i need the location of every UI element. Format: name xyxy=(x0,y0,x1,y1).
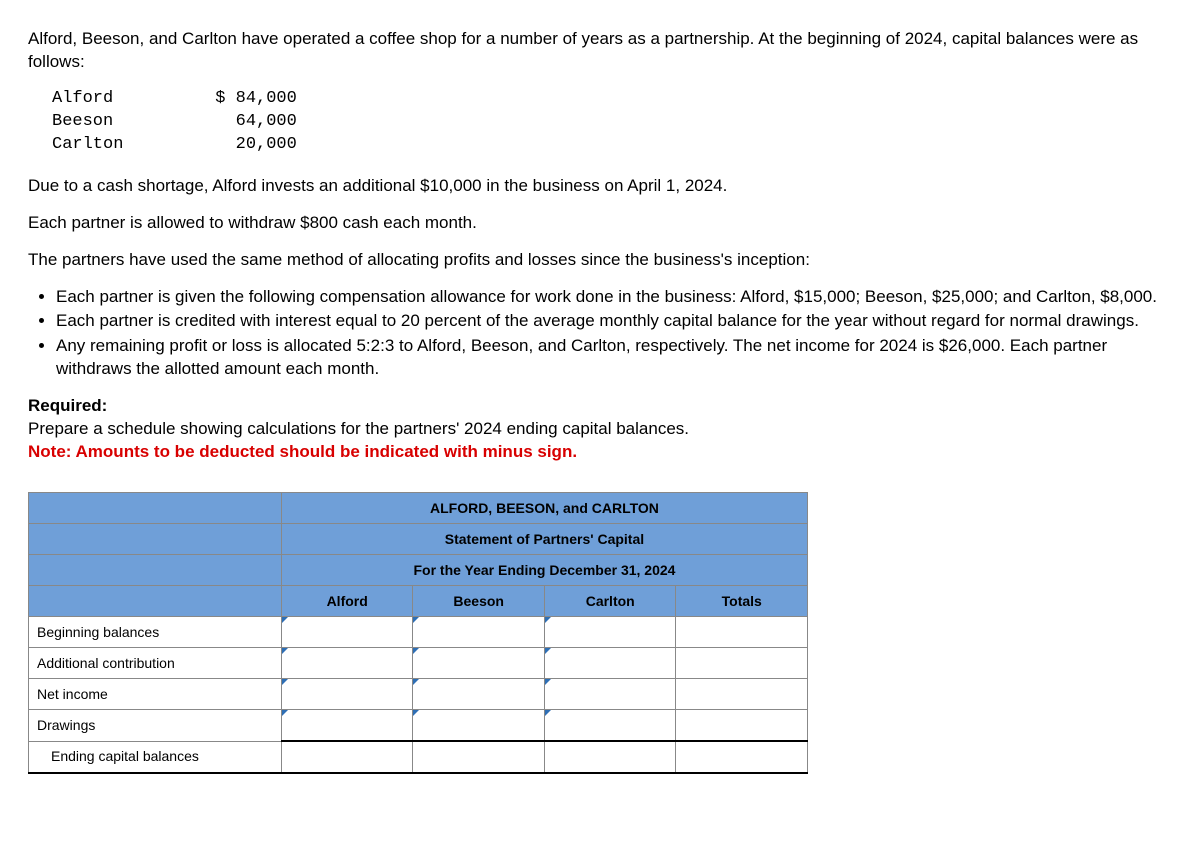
bullet-item: Any remaining profit or loss is allocate… xyxy=(56,335,1172,381)
table-title-1: ALFORD, BEESON, and CARLTON xyxy=(281,493,807,524)
cell-drawings-carlton[interactable] xyxy=(544,710,676,742)
cell-ending-carlton[interactable] xyxy=(544,741,676,773)
table-row: Net income xyxy=(29,679,808,710)
column-header-alford: Alford xyxy=(281,586,413,617)
cell-drawings-alford[interactable] xyxy=(281,710,413,742)
cell-drawings-totals[interactable] xyxy=(676,710,808,742)
cell-netincome-carlton[interactable] xyxy=(544,679,676,710)
column-header-carlton: Carlton xyxy=(544,586,676,617)
column-header-beeson: Beeson xyxy=(413,586,545,617)
row-label-drawings: Drawings xyxy=(29,710,282,742)
capital-balances-list: Alford $ 84,000 Beeson 64,000 Carlton 20… xyxy=(52,88,1172,157)
cell-netincome-alford[interactable] xyxy=(281,679,413,710)
table-row: Beginning balances xyxy=(29,617,808,648)
cell-ending-alford[interactable] xyxy=(281,741,413,773)
cell-additional-totals[interactable] xyxy=(676,648,808,679)
table-title-3: For the Year Ending December 31, 2024 xyxy=(281,555,807,586)
cell-drawings-beeson[interactable] xyxy=(413,710,545,742)
row-label-beginning: Beginning balances xyxy=(29,617,282,648)
cell-ending-totals[interactable] xyxy=(676,741,808,773)
cell-netincome-totals[interactable] xyxy=(676,679,808,710)
table-row: Drawings xyxy=(29,710,808,742)
cell-additional-carlton[interactable] xyxy=(544,648,676,679)
table-title-2: Statement of Partners' Capital xyxy=(281,524,807,555)
cell-additional-beeson[interactable] xyxy=(413,648,545,679)
bullet-item: Each partner is credited with interest e… xyxy=(56,310,1172,333)
required-label: Required: xyxy=(28,396,107,415)
cell-netincome-beeson[interactable] xyxy=(413,679,545,710)
bullet-item: Each partner is given the following comp… xyxy=(56,286,1172,309)
partners-capital-table: ALFORD, BEESON, and CARLTON Statement of… xyxy=(28,492,808,774)
row-label-additional: Additional contribution xyxy=(29,648,282,679)
note-text: Note: Amounts to be deducted should be i… xyxy=(28,442,577,461)
cell-additional-alford[interactable] xyxy=(281,648,413,679)
intro-paragraph-3: Each partner is allowed to withdraw $800… xyxy=(28,212,1172,235)
table-row: Ending capital balances xyxy=(29,741,808,773)
intro-paragraph-2: Due to a cash shortage, Alford invests a… xyxy=(28,175,1172,198)
allocation-method-list: Each partner is given the following comp… xyxy=(28,286,1172,382)
intro-paragraph-4: The partners have used the same method o… xyxy=(28,249,1172,272)
cell-beginning-carlton[interactable] xyxy=(544,617,676,648)
cell-beginning-totals[interactable] xyxy=(676,617,808,648)
row-label-ending: Ending capital balances xyxy=(29,741,282,773)
cell-beginning-beeson[interactable] xyxy=(413,617,545,648)
cell-beginning-alford[interactable] xyxy=(281,617,413,648)
cell-ending-beeson[interactable] xyxy=(413,741,545,773)
row-label-netincome: Net income xyxy=(29,679,282,710)
column-header-totals: Totals xyxy=(676,586,808,617)
table-row: Additional contribution xyxy=(29,648,808,679)
required-text: Prepare a schedule showing calculations … xyxy=(28,419,689,438)
intro-paragraph-1: Alford, Beeson, and Carlton have operate… xyxy=(28,28,1172,74)
